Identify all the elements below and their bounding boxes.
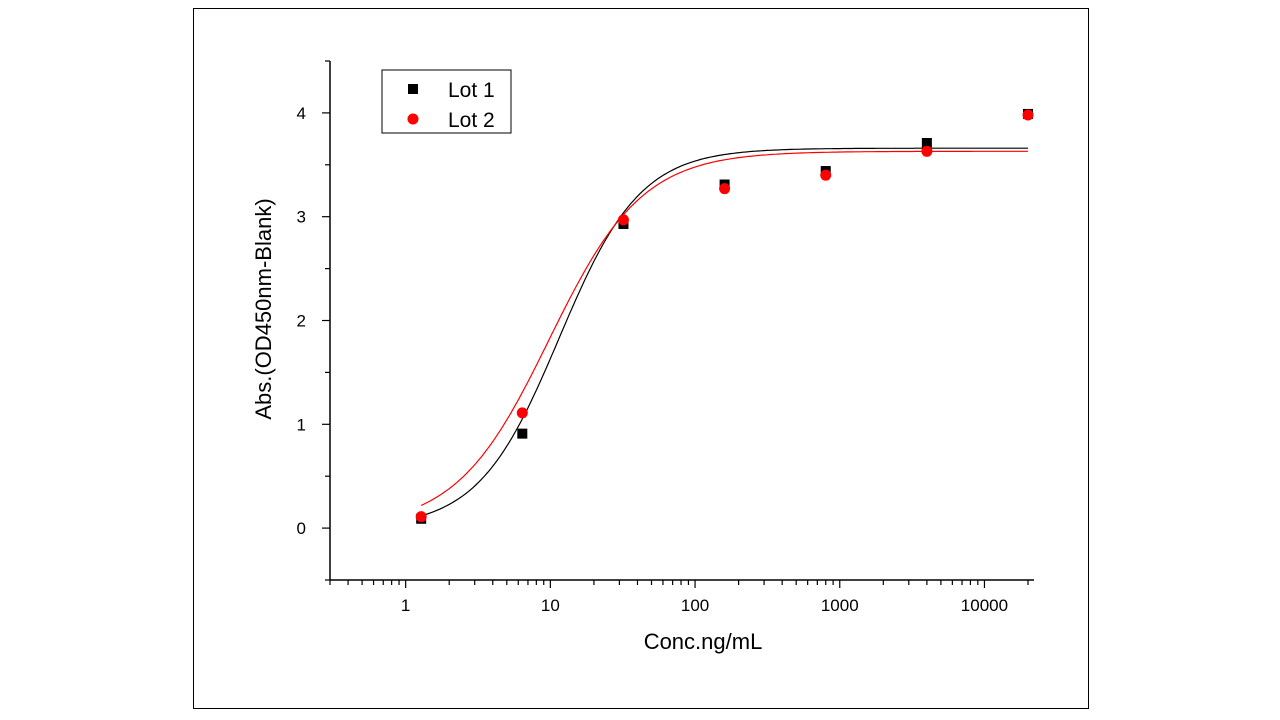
data-point-lot-2	[719, 183, 731, 195]
y-tick-label: 4	[297, 104, 306, 123]
data-point-lot-2	[921, 145, 933, 157]
data-point-lot-1	[921, 138, 932, 149]
x-tick-label: 10	[541, 596, 560, 615]
data-point-lot-2	[516, 407, 528, 419]
x-axis-ticks: 1 10 100 1000 10000	[329, 580, 1029, 615]
data-point-lot-2	[820, 169, 832, 181]
legend-box	[381, 69, 512, 134]
y-axis-title: Abs.(OD450nm-Blank)	[251, 198, 276, 419]
y-axis-ticks: 0 1 2 3 4	[297, 60, 330, 581]
y-tick-label: 2	[297, 312, 306, 331]
legend-label-lot-1: Lot 1	[448, 79, 495, 102]
x-tick-label: 100	[681, 596, 709, 615]
chart-svg: 1 10 100 1000 10000 0 1 2 3 4 Conc.ng/mL Abs.(OD…	[251, 60, 1034, 654]
data-point-lot-2	[617, 214, 629, 226]
fit-curve-lot-2	[420, 150, 1028, 506]
data-points	[415, 108, 1034, 524]
data-point-lot-2	[415, 511, 427, 523]
x-axis-title: Conc.ng/mL	[644, 629, 763, 654]
legend-label-lot-2: Lot 2	[448, 109, 495, 132]
x-tick-label: 1000	[821, 596, 859, 615]
y-tick-label: 3	[297, 208, 306, 227]
data-point-lot-1	[517, 428, 528, 439]
fit-curves	[420, 147, 1028, 517]
chart-frame: 1 10 100 1000 10000 0 1 2 3 4 Conc.ng/mL Abs.(OD…	[193, 8, 1089, 709]
y-tick-label: 1	[297, 415, 306, 434]
x-tick-label: 10000	[961, 596, 1008, 615]
y-tick-label: 0	[297, 519, 306, 538]
data-point-lot-2	[1022, 109, 1034, 121]
legend-marker-lot-2	[407, 113, 419, 125]
legend: Lot 1 Lot 2	[381, 69, 512, 134]
fit-curve-lot-1	[421, 147, 1028, 517]
x-tick-label: 1	[401, 596, 410, 615]
legend-marker-lot-1	[408, 84, 418, 94]
